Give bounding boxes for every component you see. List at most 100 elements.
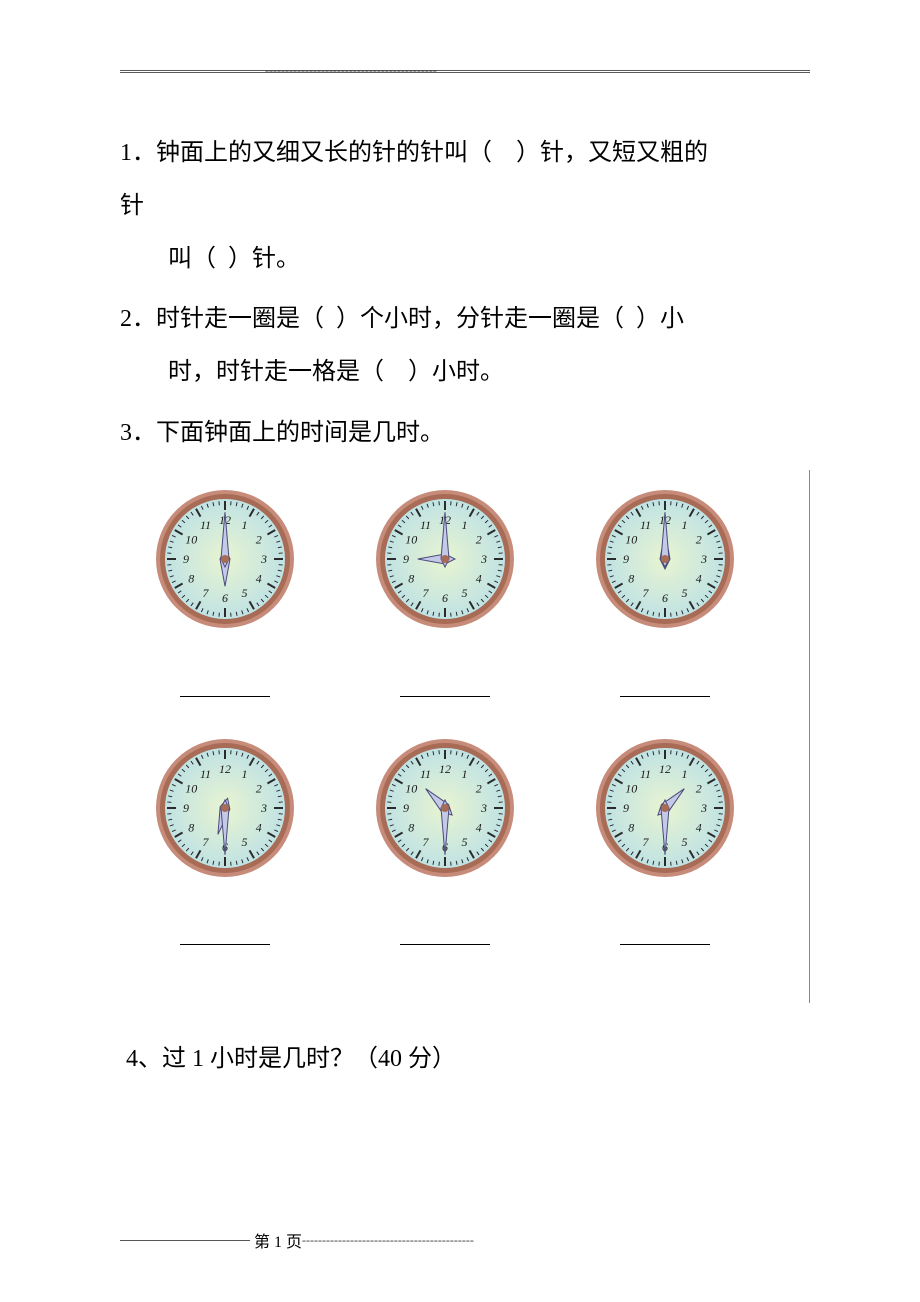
svg-text:11: 11: [420, 518, 431, 532]
q1-line3: 叫（ ）针。: [120, 246, 300, 272]
clock-row-2: 123456789101112 123456789101112 12345678…: [150, 737, 799, 976]
svg-text:11: 11: [200, 767, 211, 781]
header-dash: ----------------------------------------…: [265, 63, 437, 78]
svg-text:6: 6: [442, 591, 448, 605]
svg-text:1: 1: [462, 767, 468, 781]
question-3: 3．下面钟面上的时间是几时。: [120, 407, 810, 460]
svg-text:7: 7: [643, 586, 650, 600]
q2-num: 2．: [120, 306, 156, 332]
svg-text:10: 10: [185, 532, 197, 546]
svg-text:8: 8: [188, 571, 194, 585]
svg-text:9: 9: [183, 801, 189, 815]
svg-text:1: 1: [242, 767, 248, 781]
svg-text:9: 9: [403, 552, 409, 566]
svg-text:7: 7: [643, 834, 650, 848]
svg-text:3: 3: [260, 552, 267, 566]
clock-section: 123456789101112 123456789101112 12345678…: [120, 470, 810, 1004]
clock-cell: 123456789101112: [150, 737, 300, 976]
q2-text-a: 时针走一圈是（: [156, 306, 324, 332]
svg-text:10: 10: [185, 781, 197, 795]
svg-text:1: 1: [462, 518, 468, 532]
footer: 第 1 页 ----------------------------------…: [120, 1228, 810, 1252]
svg-text:9: 9: [403, 801, 409, 815]
svg-text:12: 12: [439, 762, 451, 776]
svg-text:5: 5: [242, 586, 248, 600]
svg-text:10: 10: [405, 781, 417, 795]
svg-text:8: 8: [408, 571, 414, 585]
clock-row-1: 123456789101112 123456789101112 12345678…: [150, 488, 799, 727]
clock-cell: 123456789101112: [370, 488, 520, 727]
svg-text:2: 2: [476, 781, 482, 795]
clock-3: 123456789101112: [594, 488, 736, 650]
svg-text:12: 12: [659, 762, 671, 776]
svg-text:7: 7: [203, 586, 210, 600]
svg-text:3: 3: [700, 801, 707, 815]
q1-text-b: ）针，又短又粗的: [516, 140, 708, 166]
content: 1．钟面上的又细又长的针的针叫（ ）针，又短又粗的 针 叫（ ）针。 2．时针走…: [120, 77, 810, 1086]
question-2: 2．时针走一圈是（ ）个小时，分针走一圈是（ ）小 时，时针走一格是（ ）小时。: [120, 293, 810, 399]
clock-cell: 123456789101112: [370, 737, 520, 976]
svg-text:3: 3: [480, 801, 487, 815]
svg-text:2: 2: [256, 781, 262, 795]
svg-text:9: 9: [623, 552, 629, 566]
q1-text-a: 钟面上的又细又长的针的针叫（: [156, 140, 492, 166]
svg-text:3: 3: [260, 801, 267, 815]
q4-text: 过 1 小时是几时？（40 分）: [162, 1046, 456, 1072]
svg-text:8: 8: [408, 820, 414, 834]
svg-text:4: 4: [696, 820, 702, 834]
answer-line: [180, 926, 270, 945]
clock-cell: 123456789101112: [590, 737, 740, 976]
svg-text:3: 3: [480, 552, 487, 566]
svg-text:5: 5: [242, 834, 248, 848]
q2-line2: 时，时针走一格是（ ）小时。: [120, 359, 504, 385]
svg-text:1: 1: [682, 767, 688, 781]
svg-text:6: 6: [662, 591, 668, 605]
question-1: 1．钟面上的又细又长的针的针叫（ ）针，又短又粗的 针 叫（ ）针。: [120, 127, 810, 285]
svg-text:2: 2: [256, 532, 262, 546]
clock-5: 123456789101112: [374, 737, 516, 899]
answer-line: [620, 926, 710, 945]
svg-text:8: 8: [628, 571, 634, 585]
svg-text:4: 4: [256, 571, 262, 585]
answer-line: [180, 678, 270, 697]
svg-text:4: 4: [476, 820, 482, 834]
clock-cell: 123456789101112: [150, 488, 300, 727]
header-rule: ----------------------------------------…: [120, 70, 810, 73]
page: ----------------------------------------…: [0, 0, 920, 1302]
svg-text:7: 7: [423, 586, 430, 600]
svg-text:2: 2: [696, 781, 702, 795]
svg-text:11: 11: [640, 767, 651, 781]
svg-text:2: 2: [696, 532, 702, 546]
q1-num: 1．: [120, 140, 156, 166]
svg-text:10: 10: [625, 532, 637, 546]
question-4: 4、过 1 小时是几时？（40 分）: [120, 1033, 810, 1086]
svg-text:4: 4: [256, 820, 262, 834]
svg-text:12: 12: [219, 762, 231, 776]
svg-text:4: 4: [476, 571, 482, 585]
answer-line: [400, 926, 490, 945]
q3-num: 3．: [120, 420, 156, 446]
footer-page: 第 1 页: [254, 1228, 302, 1252]
svg-text:10: 10: [625, 781, 637, 795]
svg-text:3: 3: [700, 552, 707, 566]
svg-text:1: 1: [682, 518, 688, 532]
clock-2: 123456789101112: [374, 488, 516, 650]
svg-text:10: 10: [405, 532, 417, 546]
answer-line: [620, 678, 710, 697]
svg-text:2: 2: [476, 532, 482, 546]
answer-line: [400, 678, 490, 697]
q4-num: 4、: [126, 1046, 162, 1072]
svg-text:5: 5: [462, 586, 468, 600]
q2-text-b: ）个小时，分针走一圈是（: [336, 306, 624, 332]
svg-text:5: 5: [682, 834, 688, 848]
q2-text-c: ）小: [636, 306, 684, 332]
svg-text:4: 4: [696, 571, 702, 585]
svg-text:8: 8: [628, 820, 634, 834]
q3-text: 下面钟面上的时间是几时。: [156, 420, 444, 446]
svg-text:5: 5: [462, 834, 468, 848]
svg-text:7: 7: [203, 834, 210, 848]
svg-text:11: 11: [640, 518, 651, 532]
svg-text:9: 9: [183, 552, 189, 566]
svg-text:6: 6: [222, 591, 228, 605]
clock-6: 123456789101112: [594, 737, 736, 899]
